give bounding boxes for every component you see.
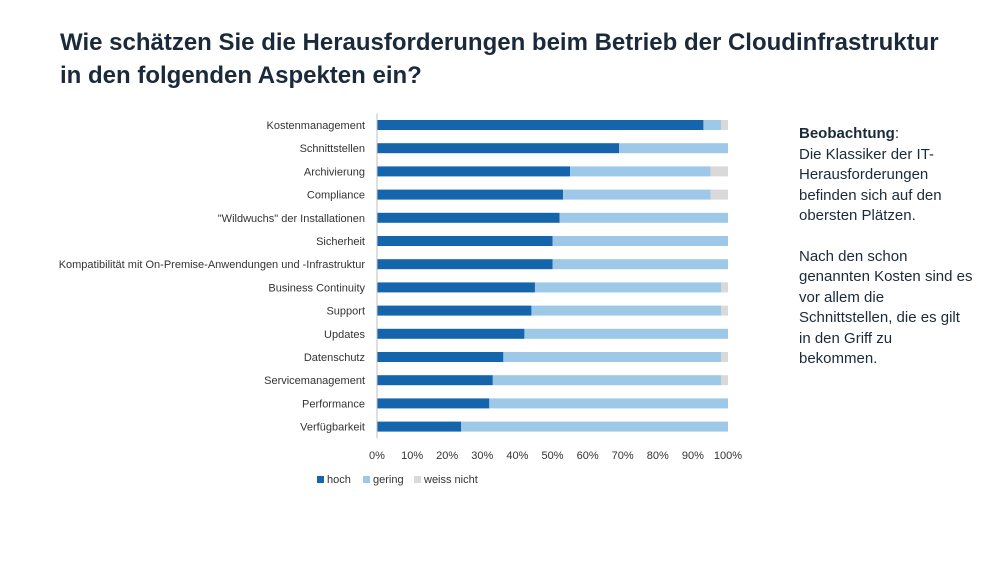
category-label: Sicherheit [316,236,365,248]
observation-text-1: Die Klassiker der IT-Herausforderungen b… [799,145,942,225]
bar-weiss-nicht [720,282,728,293]
x-tick-label: 70% [612,450,634,462]
legend-swatch-gering [363,476,370,483]
bar-hoch [377,421,462,432]
bar-hoch [377,259,553,270]
bar-hoch [377,398,490,409]
bar-hoch [377,166,571,177]
bar-hoch [377,305,532,316]
bar-hoch [377,120,704,130]
bar-hoch [377,328,525,339]
bar-gering [552,259,728,270]
bar-gering [461,421,728,432]
bar-weiss-nicht [720,352,728,362]
bar-weiss-nicht [710,189,728,200]
x-tick-label: 60% [577,450,599,462]
legend-label: weiss nicht [423,474,478,486]
bar-hoch [377,282,535,293]
x-tick-label: 40% [506,450,528,462]
bar-weiss-nicht [720,305,728,316]
x-tick-label: 10% [401,450,423,462]
category-label: "Wildwuchs" der Installationen [218,213,365,225]
category-label: Archivierung [304,166,365,178]
category-label: Support [326,306,365,318]
bar-gering [531,305,721,316]
observation-colon: : [894,125,900,142]
page-title: Wie schätzen Sie die Herausforderungen b… [60,29,939,89]
x-tick-label: 30% [471,450,493,462]
category-label: Schnittstellen [300,143,365,155]
category-label: Datenschutz [304,352,365,364]
observation-box: Beobachtung: Die Klassiker der IT-Heraus… [799,124,974,370]
bar-weiss-nicht [720,120,728,130]
bar-gering [492,375,721,386]
legend-label: hoch [327,474,351,486]
category-label: Updates [324,329,365,341]
x-tick-label: 0% [369,450,385,462]
bar-gering [552,236,728,246]
bar-hoch [377,236,553,246]
x-tick-label: 90% [682,450,704,462]
category-label: Compliance [307,190,365,202]
bar-gering [570,166,711,177]
bar-hoch [377,375,493,386]
bar-hoch [377,143,620,154]
category-label: Kompatibilität mit On-Premise-Anwendunge… [59,259,366,271]
bar-weiss-nicht [710,166,728,177]
legend-label: gering [373,474,404,486]
category-label: Verfügbarkeit [300,422,365,434]
bar-gering [534,282,721,293]
category-label: Servicemanagement [264,375,365,387]
bar-gering [619,143,728,154]
x-tick-label: 80% [647,450,669,462]
bar-hoch [377,189,564,200]
x-tick-label: 20% [436,450,458,462]
legend-swatch-weiss-nicht [414,476,421,483]
bar-hoch [377,212,560,223]
category-label: Business Continuity [268,282,365,294]
observation-heading: Beobachtung [799,125,895,142]
legend: hoch gering weiss nicht [317,474,478,486]
x-tick-label: 100% [714,450,742,462]
bar-gering [563,189,711,200]
observation-text-2: Nach den schon genannten Kosten sind es … [799,247,973,368]
bar-gering [524,328,728,339]
x-tick-labels: 0% 10% 20% 30% 40% 50% 60% 70% 80% 90% 100% [369,450,742,462]
bars-group [377,120,728,432]
bar-gering [503,352,721,362]
legend-swatch-hoch [317,476,324,483]
bar-gering [489,398,728,409]
bar-hoch [377,352,504,362]
category-label: Kostenmanagement [267,120,365,132]
category-label: Performance [302,398,365,410]
x-tick-label: 50% [541,450,563,462]
bar-weiss-nicht [720,375,728,386]
bar-gering [703,120,721,130]
category-labels: Kostenmanagement Schnittstellen Archivieru… [59,120,366,434]
bar-gering [559,212,728,223]
